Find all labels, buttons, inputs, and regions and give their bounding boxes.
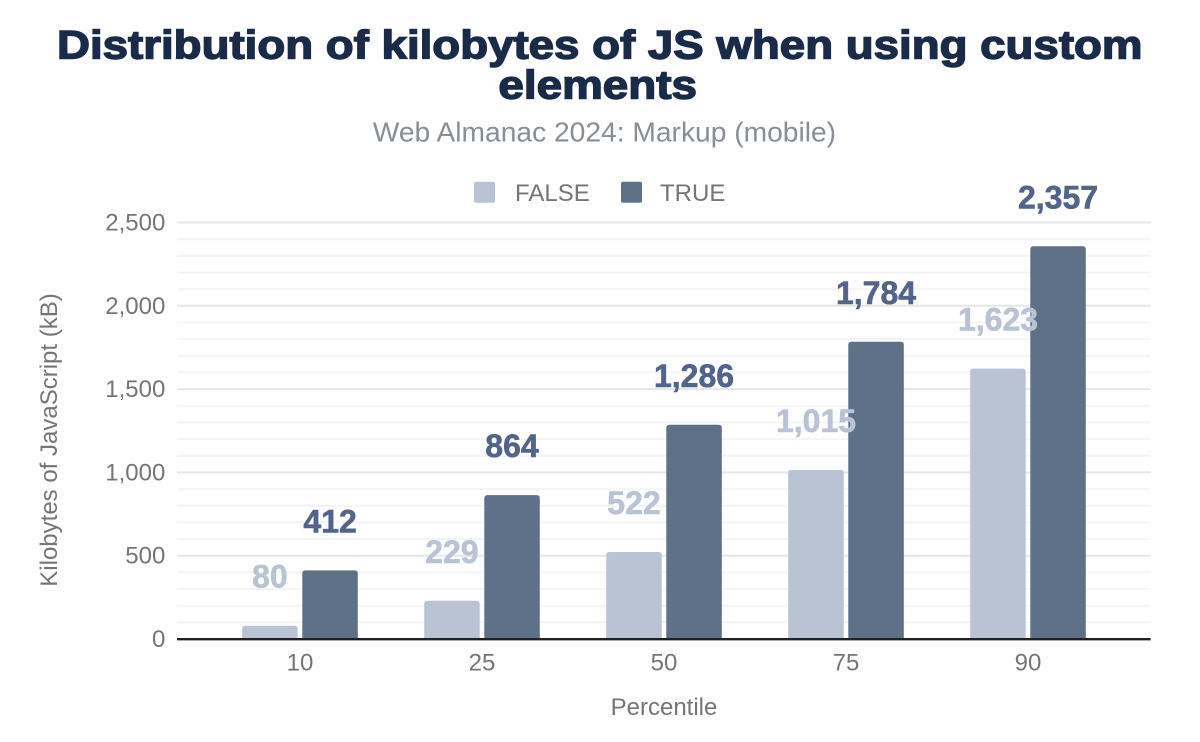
- svg-text:Distribution of kilobytes of J: Distribution of kilobytes of JS when usi…: [57, 23, 1143, 67]
- svg-text:412: 412: [303, 503, 356, 539]
- svg-text:1,015: 1,015: [776, 403, 856, 439]
- svg-text:0: 0: [152, 626, 165, 653]
- svg-text:522: 522: [607, 485, 660, 521]
- svg-text:Kilobytes of JavaScript (kB): Kilobytes of JavaScript (kB): [36, 293, 63, 586]
- svg-text:2,000: 2,000: [105, 293, 165, 320]
- svg-text:elements: elements: [498, 63, 697, 107]
- svg-text:2,500: 2,500: [105, 210, 165, 237]
- svg-text:500: 500: [125, 543, 165, 570]
- svg-text:Percentile: Percentile: [611, 694, 718, 721]
- svg-text:50: 50: [651, 650, 678, 677]
- svg-text:10: 10: [287, 650, 314, 677]
- svg-text:1,286: 1,286: [654, 358, 734, 394]
- svg-text:25: 25: [469, 650, 496, 677]
- svg-text:1,500: 1,500: [105, 376, 165, 403]
- svg-text:229: 229: [425, 534, 478, 570]
- svg-text:Web Almanac 2024: Markup (mobi: Web Almanac 2024: Markup (mobile): [373, 116, 836, 147]
- svg-text:TRUE: TRUE: [660, 180, 725, 207]
- svg-text:75: 75: [833, 650, 860, 677]
- svg-text:90: 90: [1015, 650, 1042, 677]
- svg-text:2,357: 2,357: [1018, 179, 1098, 215]
- svg-text:1,000: 1,000: [105, 459, 165, 486]
- svg-text:1,784: 1,784: [836, 275, 916, 311]
- svg-text:1,623: 1,623: [958, 302, 1038, 338]
- svg-text:FALSE: FALSE: [515, 180, 590, 207]
- svg-text:80: 80: [252, 559, 288, 595]
- svg-text:864: 864: [485, 428, 539, 464]
